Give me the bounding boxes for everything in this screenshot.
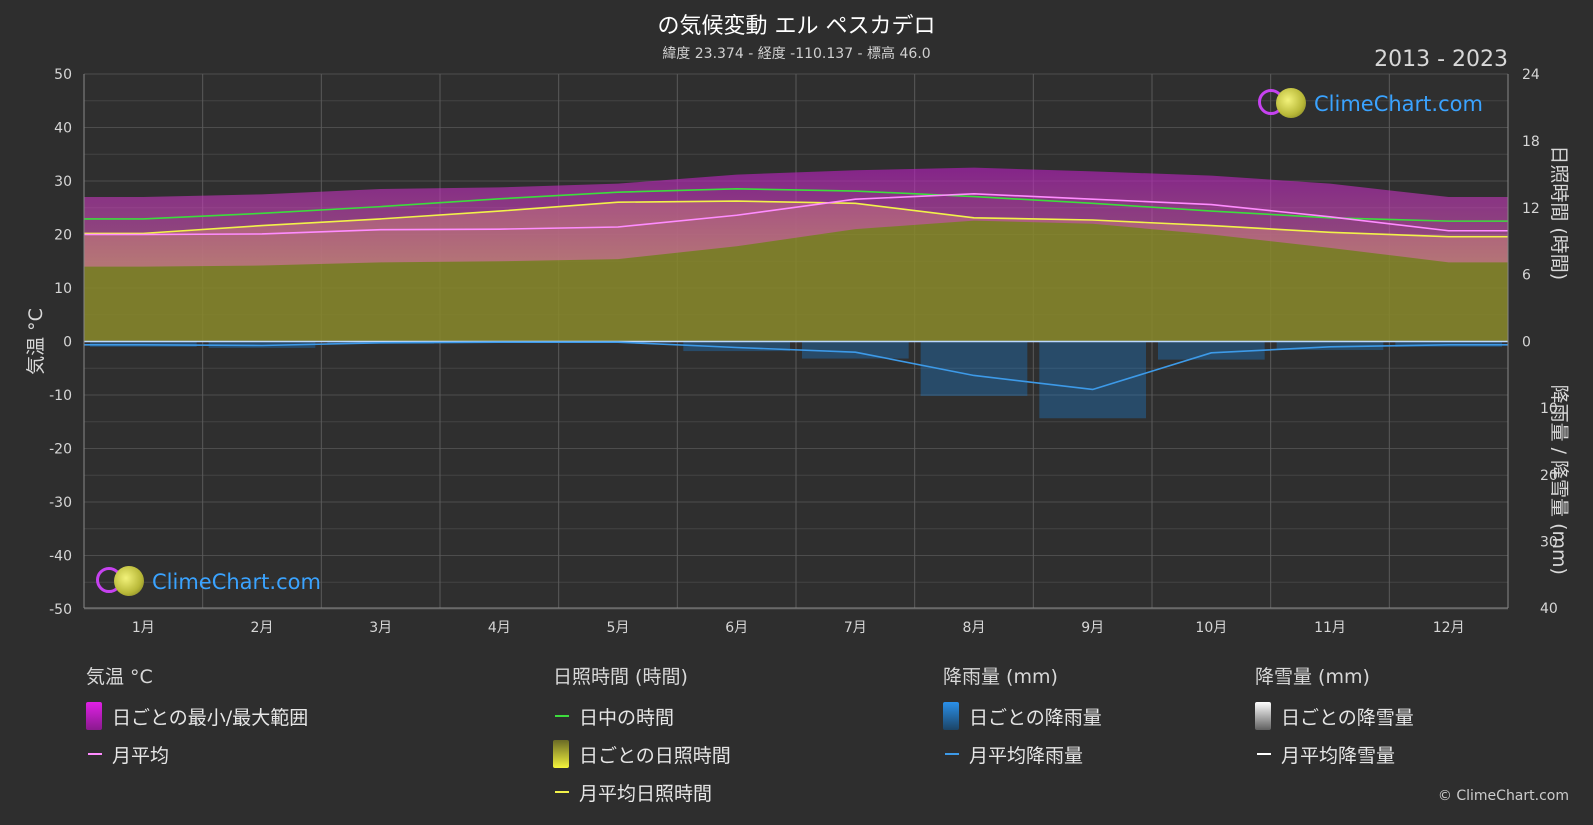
temp-tick-label: 10: [54, 281, 72, 297]
legend-item: 月平均日照時間: [553, 779, 731, 805]
legend-item: 月平均: [86, 741, 308, 767]
temp-mean-swatch: [88, 753, 102, 755]
month-label: 9月: [1081, 620, 1104, 636]
month-label: 5月: [607, 620, 630, 636]
sun-tick-label: 6: [1522, 268, 1531, 284]
legend-item: 日ごとの降雪量: [1255, 702, 1414, 730]
month-label: 8月: [963, 620, 986, 636]
rain-bar: [683, 341, 790, 352]
precip-tick-label: 10: [1540, 401, 1558, 417]
legend-sunshine: 日照時間 (時間) 日中の時間 日ごとの日照時間 月平均日照時間: [553, 662, 731, 817]
sun-tick-label: 0: [1522, 335, 1531, 351]
temp-tick-label: 0: [63, 335, 72, 351]
sun-tick-label: 18: [1522, 134, 1540, 150]
climechart-logo-icon: [1258, 88, 1310, 120]
rain-bar: [1276, 341, 1384, 351]
rain-bar: [802, 341, 909, 359]
month-label: 3月: [369, 620, 392, 636]
legend-item: 月平均降雪量: [1255, 741, 1414, 767]
rain-bar: [1158, 341, 1265, 360]
legend-label: 日ごとの降雨量: [969, 706, 1102, 729]
sun-tick-label: 12: [1522, 201, 1540, 217]
rain-bar: [1039, 341, 1146, 419]
month-label: 7月: [844, 620, 867, 636]
daylight-line: [84, 188, 1508, 222]
copyright: © ClimeChart.com: [1437, 788, 1569, 804]
daylight-swatch: [555, 715, 569, 717]
chart-subtitle: 緯度 23.374 - 経度 -110.137 - 標高 46.0: [662, 46, 931, 62]
temp-tick-label: -30: [49, 495, 72, 511]
temp-tick-label: 50: [54, 67, 72, 83]
temp-tick-label: -50: [49, 602, 72, 618]
brand-logo-text: ClimeChart.com: [1314, 92, 1483, 116]
precip-tick-label: 40: [1540, 601, 1558, 617]
legend-label: 日中の時間: [579, 706, 675, 729]
right-axis-title-precip: 降雨量 / 降雪量 (mm): [1548, 385, 1570, 575]
month-label: 10月: [1195, 620, 1227, 636]
snow-mean-swatch: [1257, 753, 1271, 755]
rain-swatch: [943, 702, 959, 730]
sunshine-mean-line: [84, 200, 1508, 238]
legend-heading: 日照時間 (時間): [553, 666, 688, 688]
legend-label: 月平均: [112, 744, 170, 767]
precip-tick-label: 30: [1540, 534, 1558, 550]
legend-snow: 降雪量 (mm) 日ごとの降雪量 月平均降雪量: [1255, 662, 1414, 779]
legend-label: 月平均日照時間: [579, 782, 713, 805]
brand-logo-bottom[interactable]: ClimeChart.com: [96, 566, 321, 598]
sunshine-swatch: [553, 740, 569, 768]
temp-tick-label: 30: [54, 174, 72, 190]
month-label: 12月: [1433, 620, 1465, 636]
temp-range-band: [84, 167, 1508, 267]
legend-temperature: 気温 °C 日ごとの最小/最大範囲 月平均: [86, 662, 308, 779]
month-label: 1月: [132, 620, 155, 636]
sunshine-mean-swatch: [555, 791, 569, 793]
legend-rain: 降雨量 (mm) 日ごとの降雨量 月平均降雨量: [943, 662, 1102, 779]
legend-item: 日ごとの日照時間: [553, 740, 731, 768]
legend-item: 日中の時間: [553, 703, 731, 729]
legend-label: 日ごとの最小/最大範囲: [112, 706, 309, 729]
temp-tick-label: 20: [54, 228, 72, 244]
rain-mean-line: [84, 341, 1508, 391]
legend-label: 日ごとの降雪量: [1281, 706, 1414, 729]
month-label: 11月: [1314, 620, 1346, 636]
legend-heading: 降雨量 (mm): [943, 666, 1058, 688]
brand-logo-top[interactable]: ClimeChart.com: [1258, 88, 1483, 120]
climechart-logo-icon: [96, 566, 148, 598]
legend-item: 日ごとの最小/最大範囲: [86, 702, 309, 730]
legend-heading: 気温 °C: [86, 666, 153, 688]
snow-swatch: [1255, 702, 1271, 730]
legend-heading: 降雪量 (mm): [1255, 666, 1370, 688]
precip-tick-label: 20: [1540, 468, 1558, 484]
year-range: 2013 - 2023: [1374, 47, 1508, 72]
legend-label: 日ごとの日照時間: [579, 744, 731, 767]
legend-label: 月平均降雪量: [1281, 744, 1396, 767]
left-axis-title: 気温 °C: [25, 308, 47, 375]
month-label: 2月: [251, 620, 274, 636]
legend-label: 月平均降雨量: [969, 744, 1084, 767]
brand-logo-text: ClimeChart.com: [152, 570, 321, 594]
right-axis-title-sun: 日照時間 (時間): [1548, 145, 1570, 280]
legend-item: 月平均降雨量: [943, 741, 1102, 767]
legend-item: 日ごとの降雨量: [943, 702, 1102, 730]
temp-tick-label: -40: [49, 549, 72, 565]
month-label: 4月: [488, 620, 511, 636]
temp-mean-line: [84, 193, 1508, 236]
temp-tick-label: -10: [49, 388, 72, 404]
temp-tick-label: 40: [54, 121, 72, 137]
rain-mean-swatch: [945, 753, 959, 755]
sun-tick-label: 24: [1522, 67, 1540, 83]
temp-range-swatch: [86, 702, 102, 730]
chart-title: の気候変動 エル ペスカデロ: [657, 14, 936, 39]
temp-tick-label: -20: [49, 442, 72, 458]
month-label: 6月: [725, 620, 748, 636]
